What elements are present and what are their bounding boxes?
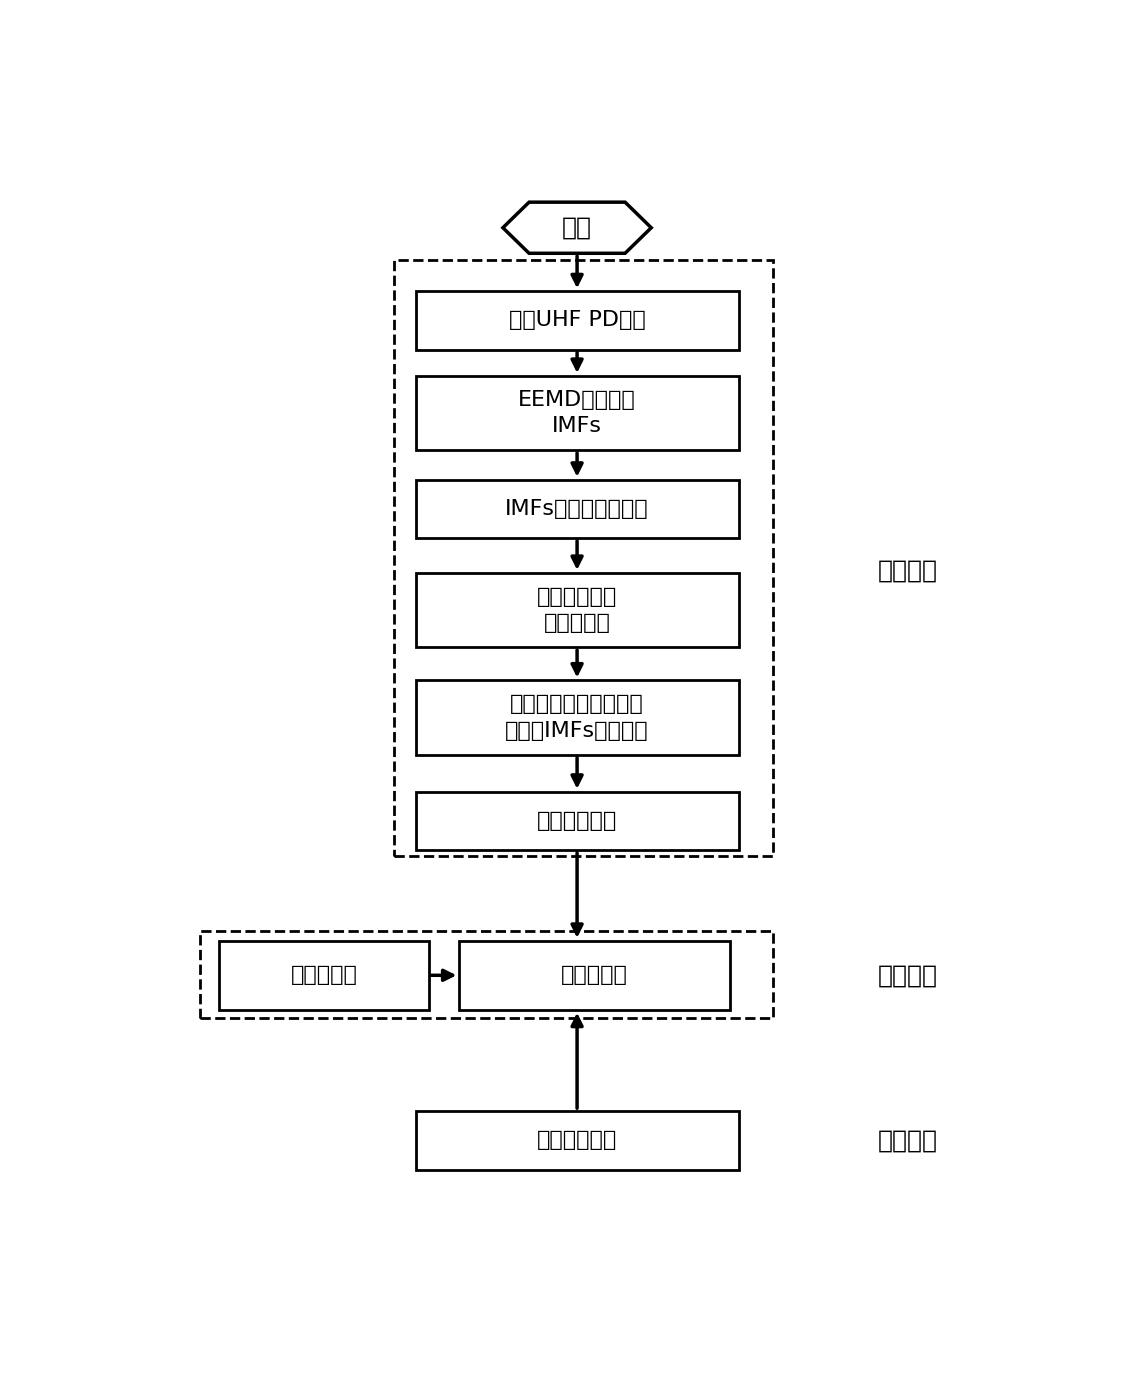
Text: 实测未知样本: 实测未知样本 [537,1130,617,1151]
Text: 对子矩阵进行
奇异值分解: 对子矩阵进行 奇异值分解 [537,586,617,633]
Text: 组成特征矢量: 组成特征矢量 [537,810,617,831]
Bar [415,791,739,851]
Polygon shape [503,202,651,253]
Text: EEMD分解获取
IMFs: EEMD分解获取 IMFs [518,390,636,436]
Bar [415,680,739,755]
Text: 求子矩阵的最大奇异值
占比和IMFs的样本熵: 求子矩阵的最大奇异值 占比和IMFs的样本熵 [506,694,649,741]
Text: 粒子群优化: 粒子群优化 [291,965,357,985]
Text: 模式识别: 模式识别 [878,1129,938,1152]
Text: 模型训练: 模型训练 [878,964,938,987]
Text: 特征提取: 特征提取 [878,559,938,582]
Bar [415,1111,739,1170]
Text: 获取UHF PD信号: 获取UHF PD信号 [509,310,645,331]
Bar [394,260,774,856]
Bar [459,940,730,1010]
Text: 支持向量机: 支持向量机 [561,965,628,985]
Bar [415,573,739,647]
Bar [200,931,774,1018]
Bar [415,480,739,538]
Bar [415,376,739,451]
Bar [415,290,739,350]
Text: IMFs选取、矩阵分块: IMFs选取、矩阵分块 [506,499,649,519]
Bar [220,940,429,1010]
Text: 开始: 开始 [562,216,592,239]
